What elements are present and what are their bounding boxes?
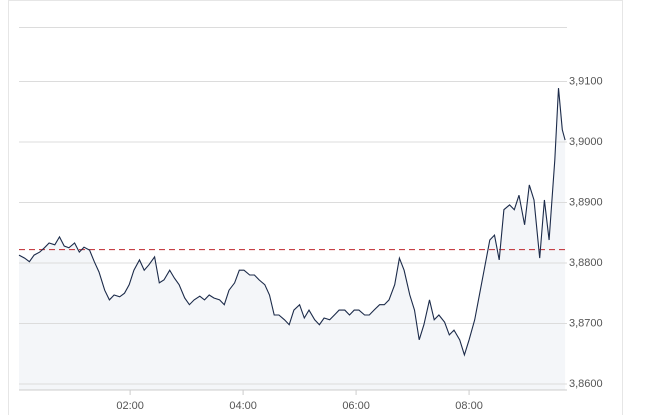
x-tick-label: 06:00 [342, 400, 370, 412]
price-line [18, 88, 566, 357]
y-tick-label: 3,9100 [569, 75, 603, 87]
y-tick-label: 3,8800 [569, 257, 603, 269]
y-tick-label: 3,8900 [569, 196, 603, 208]
y-tick-label: 3,9000 [569, 136, 603, 148]
panel-border [8, 0, 623, 415]
x-tick-label: 08:00 [455, 400, 483, 412]
y-tick-label: 3,8700 [569, 317, 603, 329]
y-tick-label: 3,8600 [569, 378, 603, 390]
x-tick-label: 04:00 [229, 400, 257, 412]
x-tick-label: 02:00 [116, 400, 144, 412]
area [19, 88, 566, 390]
